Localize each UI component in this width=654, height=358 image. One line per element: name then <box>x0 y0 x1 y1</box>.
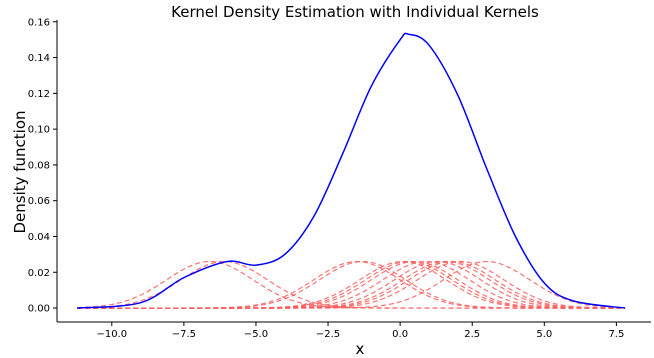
kernel-line-3 <box>77 260 626 309</box>
kernel-line-10 <box>77 260 626 309</box>
kernel-line-6 <box>77 260 626 309</box>
y-axis-label: Density function <box>11 110 29 233</box>
chart-title: Kernel Density Estimation with Individua… <box>171 3 539 21</box>
y-tick-label: 0.02 <box>28 268 50 279</box>
kernel-line-11 <box>77 260 626 309</box>
axes: −10.0 −7.5 −5.0 −2.5 0.0 2.5 5.0 7.5 0.00 0.02 0.0… <box>28 17 651 340</box>
y-tick-label: 0.04 <box>28 232 50 243</box>
x-tick-label: 2.5 <box>464 329 480 340</box>
x-tick-label: −5.0 <box>244 329 268 340</box>
x-tick-label: 0.0 <box>392 329 408 340</box>
y-tick-label: 0.12 <box>28 89 50 100</box>
kernel-line-7 <box>77 260 626 309</box>
kernel-line-13 <box>77 260 626 309</box>
x-axis-label: x <box>356 340 365 358</box>
x-tick-label: 5.0 <box>536 329 552 340</box>
kernel-line-1 <box>77 260 626 309</box>
density-line <box>77 32 626 309</box>
y-tick-label: 0.10 <box>28 125 50 136</box>
kernel-line-8 <box>77 260 626 309</box>
kernel-line-9 <box>77 260 626 309</box>
kernel-line-4 <box>77 260 626 309</box>
x-tick-label: 7.5 <box>608 329 624 340</box>
x-tick-label: −7.5 <box>172 329 196 340</box>
y-tick-label: 0.16 <box>28 17 50 28</box>
plot-area <box>77 32 626 309</box>
y-tick-label: 0.00 <box>28 304 50 315</box>
kernel-line-12 <box>77 260 626 309</box>
kernel-line-2 <box>77 260 626 309</box>
y-tick-label: 0.14 <box>28 53 50 64</box>
x-tick-label: −2.5 <box>316 329 340 340</box>
y-tick-label: 0.08 <box>28 160 50 171</box>
kernel-line-5 <box>77 260 626 309</box>
x-tick-label: −10.0 <box>96 329 127 340</box>
y-tick-label: 0.06 <box>28 196 50 207</box>
